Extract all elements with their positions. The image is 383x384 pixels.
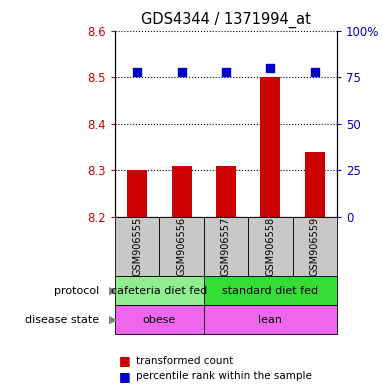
- Bar: [305, 152, 325, 217]
- Text: protocol: protocol: [54, 286, 100, 296]
- Point: [312, 69, 318, 75]
- Point: [267, 65, 273, 71]
- Text: disease state: disease state: [25, 314, 100, 325]
- Text: ▶: ▶: [109, 314, 117, 325]
- Text: standard diet fed: standard diet fed: [223, 286, 318, 296]
- Text: GSM906559: GSM906559: [310, 217, 320, 276]
- Bar: [127, 170, 147, 217]
- Point: [134, 69, 140, 75]
- Point: [223, 69, 229, 75]
- Text: lean: lean: [259, 314, 282, 325]
- Bar: [216, 166, 236, 217]
- Bar: [172, 166, 192, 217]
- Text: GSM906558: GSM906558: [265, 217, 275, 276]
- Point: [178, 69, 185, 75]
- Text: obese: obese: [143, 314, 176, 325]
- Text: GSM906555: GSM906555: [132, 217, 142, 276]
- Bar: [260, 77, 280, 217]
- Text: ■: ■: [119, 370, 131, 383]
- Text: transformed count: transformed count: [136, 356, 233, 366]
- Text: GSM906557: GSM906557: [221, 217, 231, 276]
- Text: GSM906556: GSM906556: [177, 217, 187, 276]
- Text: ■: ■: [119, 354, 131, 367]
- Title: GDS4344 / 1371994_at: GDS4344 / 1371994_at: [141, 12, 311, 28]
- Text: cafeteria diet fed: cafeteria diet fed: [111, 286, 208, 296]
- Text: percentile rank within the sample: percentile rank within the sample: [136, 371, 312, 381]
- Text: ▶: ▶: [109, 286, 117, 296]
